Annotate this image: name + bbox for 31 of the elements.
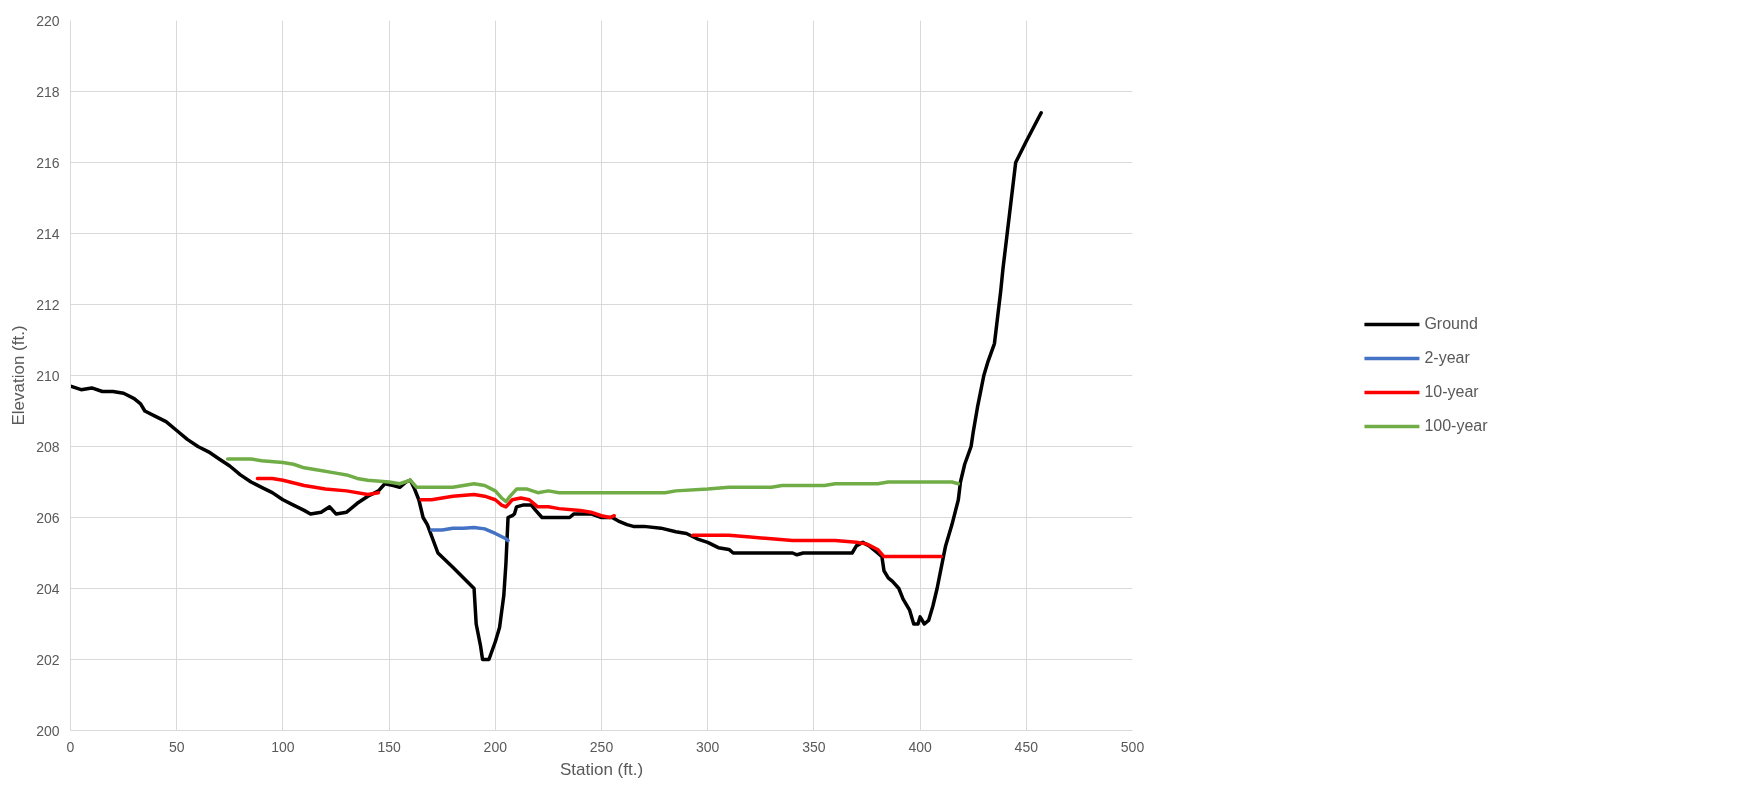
y-tick-label: 214	[36, 225, 60, 242]
y-tick-label: 204	[36, 580, 60, 597]
x-tick-label: 350	[802, 738, 826, 755]
y-tick-label: 202	[36, 651, 60, 668]
line-series	[70, 111, 1043, 662]
x-tick-label: 400	[908, 738, 932, 755]
x-tick-label: 50	[168, 738, 185, 755]
line-series	[225, 457, 961, 504]
y-axis-title: Elevation (ft.)	[9, 325, 29, 426]
legend-label: 10-year	[1424, 383, 1479, 401]
y-tick-label: 212	[36, 296, 60, 313]
y-tick-label: 220	[36, 12, 60, 29]
legend-label: 2-year	[1424, 349, 1470, 367]
x-tick-label: 100	[271, 738, 295, 755]
y-tick-label: 216	[36, 154, 60, 171]
y-tick-label: 210	[36, 367, 60, 384]
y-tick-label: 206	[36, 509, 60, 526]
x-tick-label: 0	[66, 738, 75, 755]
line-series	[429, 525, 510, 543]
y-tick-label: 200	[36, 722, 60, 739]
legend-label: 100-year	[1424, 417, 1488, 435]
legend-label: Ground	[1424, 315, 1478, 333]
y-tick-label: 218	[36, 83, 60, 100]
x-tick-label: 250	[589, 738, 614, 755]
x-tick-label: 450	[1014, 738, 1039, 755]
x-tick-label: 500	[1120, 738, 1145, 755]
x-axis-title: Station (ft.)	[559, 759, 644, 779]
x-tick-label: 200	[483, 738, 508, 755]
x-tick-label: 300	[696, 738, 720, 755]
x-tick-label: 150	[377, 738, 401, 755]
y-tick-label: 208	[36, 438, 60, 455]
